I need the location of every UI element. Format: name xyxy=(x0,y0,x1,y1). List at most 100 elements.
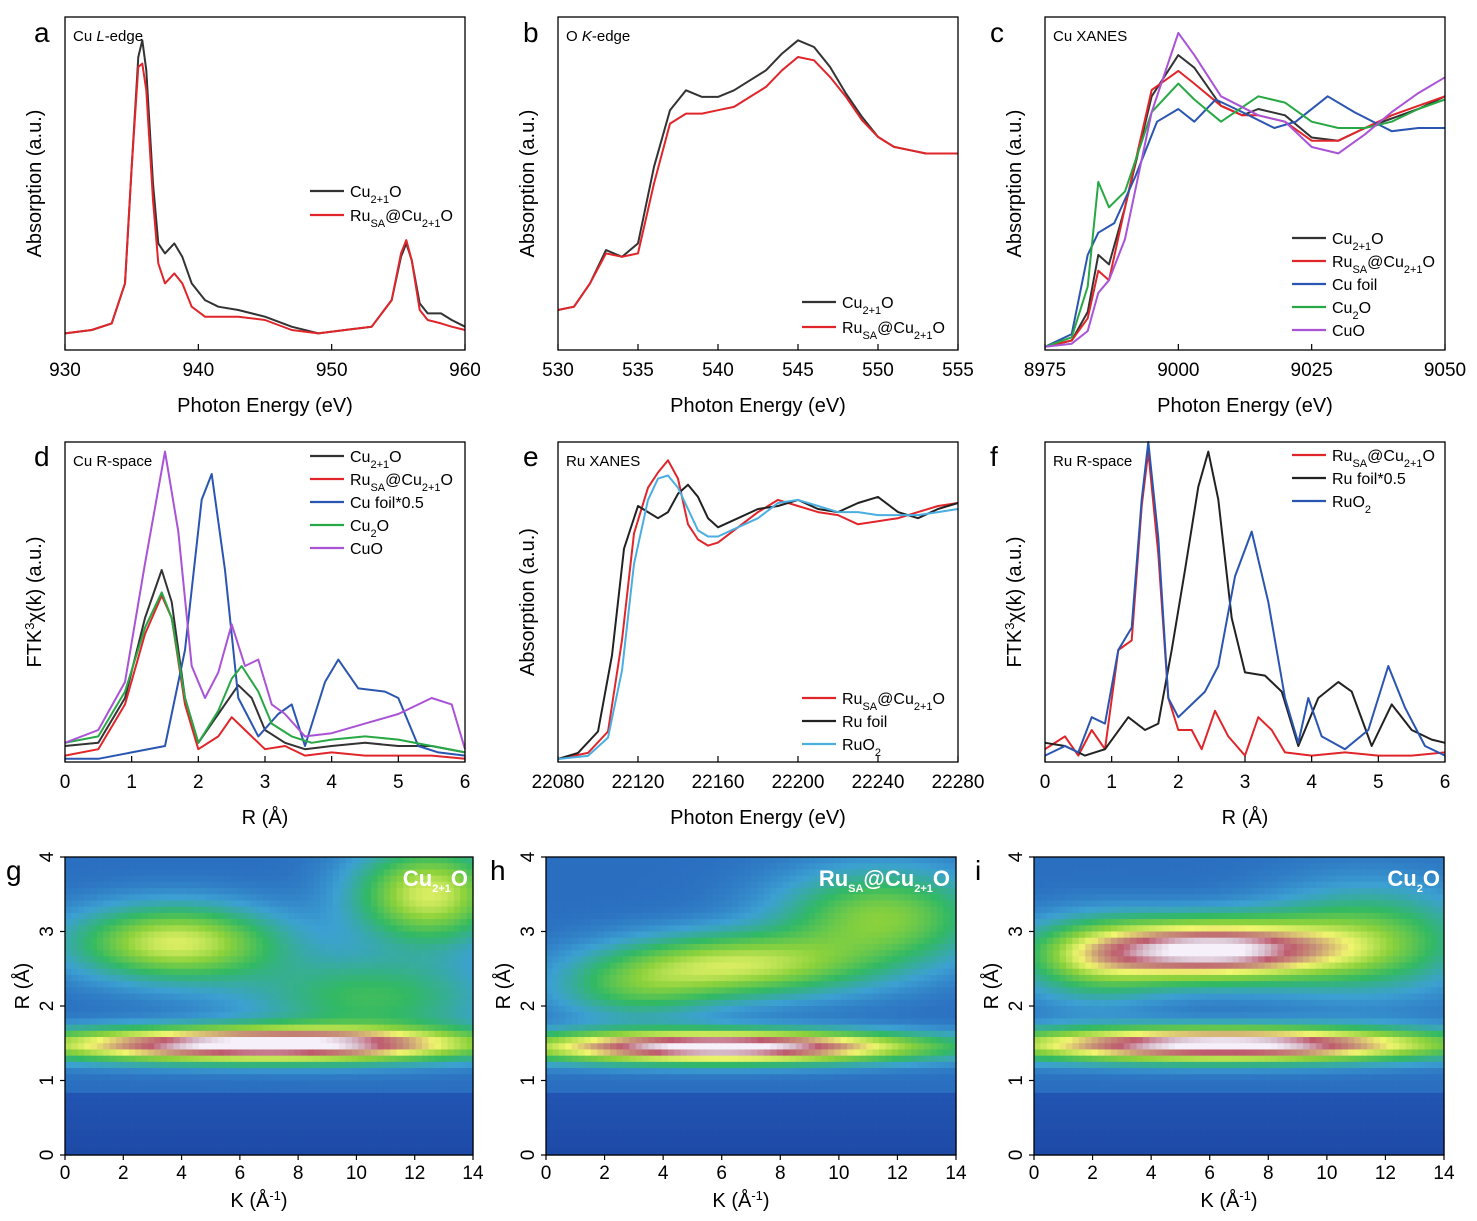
heatmap-cell xyxy=(320,857,327,864)
heatmap-cell xyxy=(447,912,455,920)
text-part: SA xyxy=(1352,264,1367,276)
heatmap-cell xyxy=(358,943,366,951)
heatmap-cell xyxy=(211,981,219,988)
heatmap-cell xyxy=(853,894,861,902)
heatmap-cell xyxy=(680,981,688,988)
heatmap-cell xyxy=(345,925,353,933)
heatmap-cell xyxy=(173,857,181,864)
heatmap-cell xyxy=(571,937,579,945)
heatmap-cell xyxy=(718,888,726,895)
heatmap-cell xyxy=(364,863,372,871)
heatmap-cell xyxy=(179,962,187,970)
heatmap-cell xyxy=(326,1030,334,1038)
heatmap-cell xyxy=(654,993,662,1001)
heatmap-cell xyxy=(949,931,957,939)
heatmap-cell xyxy=(904,999,912,1007)
heatmap-cell xyxy=(390,1006,398,1013)
heatmap-cell xyxy=(262,1012,270,1020)
heatmap-cell xyxy=(160,1055,168,1063)
heatmap-cell xyxy=(205,869,213,877)
heatmap-cell xyxy=(262,1061,270,1069)
heatmap-cell xyxy=(776,875,784,883)
heatmap-cell xyxy=(186,1068,194,1075)
heatmap-cell xyxy=(205,925,213,933)
heatmap-cell xyxy=(783,950,791,957)
heatmap-cell xyxy=(898,919,906,926)
heatmap-cell xyxy=(770,863,778,871)
heatmap-cell xyxy=(269,1130,276,1137)
heatmap-cell xyxy=(249,1148,257,1156)
heatmap-cell xyxy=(249,1111,257,1119)
heatmap-cell xyxy=(847,925,855,933)
x-tick-label: 10 xyxy=(346,1163,367,1184)
heatmap-cell xyxy=(377,869,385,877)
heatmap-cell xyxy=(396,919,404,926)
heatmap-cell xyxy=(116,1117,123,1125)
heatmap-cell xyxy=(262,1043,270,1051)
heatmap-cell xyxy=(783,937,791,945)
heatmap-cell xyxy=(198,1061,206,1069)
heatmap-cell xyxy=(859,912,867,920)
heatmap-cell xyxy=(546,956,554,964)
heatmap-cell xyxy=(453,937,461,945)
heatmap-cell xyxy=(71,1037,79,1044)
heatmap-cell xyxy=(546,906,554,914)
heatmap-cell xyxy=(71,1055,79,1063)
heatmap-cell xyxy=(578,906,586,914)
heatmap-cell xyxy=(109,1074,117,1082)
heatmap-cell xyxy=(680,900,688,908)
heatmap-cell xyxy=(757,888,765,895)
heatmap-cell xyxy=(281,1030,289,1038)
heatmap-cell xyxy=(396,1092,404,1100)
heatmap-cell xyxy=(428,993,436,1001)
heatmap-cell xyxy=(859,888,867,895)
heatmap-cell xyxy=(358,1018,366,1026)
heatmap-cell xyxy=(546,869,554,877)
heatmap-cell xyxy=(243,1012,251,1020)
heatmap-cell xyxy=(249,919,257,926)
heatmap-cell xyxy=(422,974,429,982)
heatmap-cell xyxy=(466,1055,474,1063)
heatmap-cell xyxy=(307,968,315,976)
heatmap-cell xyxy=(256,1030,264,1038)
heatmap-cell xyxy=(699,956,707,964)
heatmap-cell xyxy=(757,937,765,945)
heatmap-cell xyxy=(218,857,225,864)
heatmap-cell xyxy=(718,931,726,939)
heatmap-cell xyxy=(447,1086,455,1094)
y-axis-label: FTK3χ(k) (a.u.) xyxy=(1002,536,1027,667)
heatmap-cell xyxy=(434,962,442,970)
heatmap-cell xyxy=(167,863,174,871)
heatmap-cell xyxy=(218,1086,225,1094)
heatmap-cell xyxy=(546,981,554,988)
series-line xyxy=(1044,31,1446,348)
heatmap-cell xyxy=(135,900,143,908)
heatmap-cell xyxy=(466,881,474,889)
heatmap-cell xyxy=(751,919,759,926)
heatmap-cell xyxy=(930,925,938,933)
heatmap-cell xyxy=(160,974,168,982)
heatmap-cell xyxy=(294,1037,302,1044)
heatmap-cell xyxy=(313,1123,321,1131)
heatmap-cell xyxy=(744,881,752,889)
heatmap-cell xyxy=(109,1049,117,1057)
heatmap-cell xyxy=(116,968,123,976)
heatmap-cell xyxy=(275,943,283,951)
heatmap-cell xyxy=(371,906,378,914)
heatmap-cell xyxy=(262,1092,270,1100)
heatmap-cell xyxy=(281,1006,289,1013)
heatmap-cell xyxy=(186,894,194,902)
heatmap-cell xyxy=(237,962,245,970)
heatmap-cell xyxy=(396,1043,404,1051)
heatmap-cell xyxy=(230,875,238,883)
heatmap-cell xyxy=(167,1092,174,1100)
heatmap-cell xyxy=(332,1092,340,1100)
heatmap-cell xyxy=(262,1086,270,1094)
heatmap-cell xyxy=(371,1136,378,1144)
heatmap-cell xyxy=(834,993,842,1001)
heatmap-cell xyxy=(821,875,829,883)
series-line xyxy=(1044,95,1445,348)
heatmap-cell xyxy=(757,993,765,1001)
heatmap-cell xyxy=(578,881,586,889)
heatmap-cell xyxy=(275,1043,283,1051)
